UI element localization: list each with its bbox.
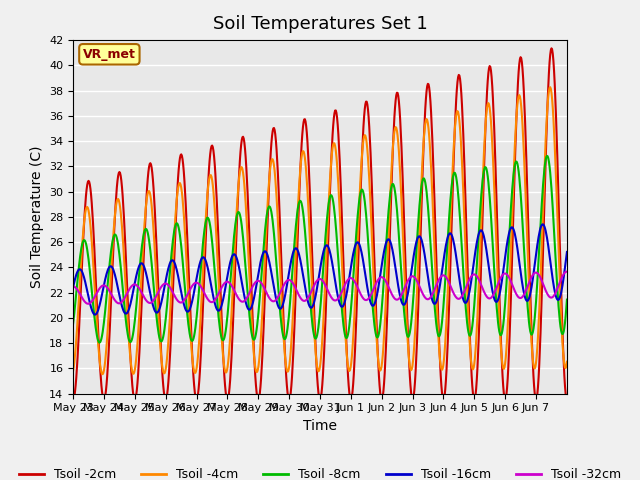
Tsoil -2cm <box>261 290 269 296</box>
Tsoil -4cm <box>69 368 77 374</box>
Tsoil -8cm <box>95 340 103 346</box>
Tsoil -4cm <box>128 366 136 372</box>
Tsoil -4cm <box>99 372 106 377</box>
Tsoil -2cm <box>243 164 250 170</box>
Tsoil -32cm <box>69 283 77 289</box>
Tsoil -8cm <box>219 337 227 343</box>
Tsoil -4cm <box>399 228 406 234</box>
Y-axis label: Soil Temperature (C): Soil Temperature (C) <box>29 145 44 288</box>
Tsoil -8cm <box>543 153 551 159</box>
Tsoil -32cm <box>219 283 227 289</box>
Tsoil -4cm <box>563 359 571 365</box>
Tsoil -8cm <box>262 222 269 228</box>
Tsoil -8cm <box>243 283 251 288</box>
Tsoil -16cm <box>219 300 227 305</box>
Tsoil -32cm <box>563 269 571 275</box>
X-axis label: Time: Time <box>303 419 337 433</box>
Line: Tsoil -4cm: Tsoil -4cm <box>73 87 567 374</box>
Tsoil -32cm <box>243 295 251 301</box>
Line: Tsoil -8cm: Tsoil -8cm <box>73 156 567 343</box>
Tsoil -32cm <box>399 289 406 295</box>
Tsoil -4cm <box>262 240 269 246</box>
Tsoil -16cm <box>243 303 251 309</box>
Tsoil -16cm <box>128 296 136 301</box>
Tsoil -8cm <box>69 321 77 327</box>
Line: Tsoil -32cm: Tsoil -32cm <box>73 272 567 304</box>
Tsoil -8cm <box>371 327 379 333</box>
Tsoil -16cm <box>399 301 406 307</box>
Tsoil -16cm <box>91 312 99 317</box>
Tsoil -32cm <box>128 283 136 289</box>
Tsoil -2cm <box>548 46 556 51</box>
Tsoil -4cm <box>371 307 379 312</box>
Tsoil -16cm <box>371 300 379 306</box>
Tsoil -2cm <box>69 397 77 403</box>
Tsoil -2cm <box>127 364 135 370</box>
Tsoil -16cm <box>539 221 547 227</box>
Tsoil -2cm <box>398 160 406 166</box>
Legend: Tsoil -2cm, Tsoil -4cm, Tsoil -8cm, Tsoil -16cm, Tsoil -32cm: Tsoil -2cm, Tsoil -4cm, Tsoil -8cm, Tsoi… <box>14 464 626 480</box>
Line: Tsoil -2cm: Tsoil -2cm <box>73 48 567 400</box>
Text: VR_met: VR_met <box>83 48 136 61</box>
Tsoil -4cm <box>547 84 554 90</box>
Tsoil -32cm <box>371 283 379 288</box>
Tsoil -8cm <box>563 297 571 302</box>
Title: Soil Temperatures Set 1: Soil Temperatures Set 1 <box>212 15 428 33</box>
Tsoil -4cm <box>243 222 251 228</box>
Tsoil -16cm <box>69 285 77 290</box>
Tsoil -8cm <box>399 291 406 297</box>
Line: Tsoil -16cm: Tsoil -16cm <box>73 224 567 314</box>
Tsoil -8cm <box>128 337 136 343</box>
Tsoil -32cm <box>262 288 269 294</box>
Tsoil -16cm <box>262 249 269 254</box>
Tsoil -32cm <box>84 301 92 307</box>
Tsoil -2cm <box>371 259 378 264</box>
Tsoil -2cm <box>563 397 571 403</box>
Tsoil -16cm <box>563 249 571 255</box>
Tsoil -2cm <box>218 322 226 328</box>
Tsoil -4cm <box>219 346 227 351</box>
